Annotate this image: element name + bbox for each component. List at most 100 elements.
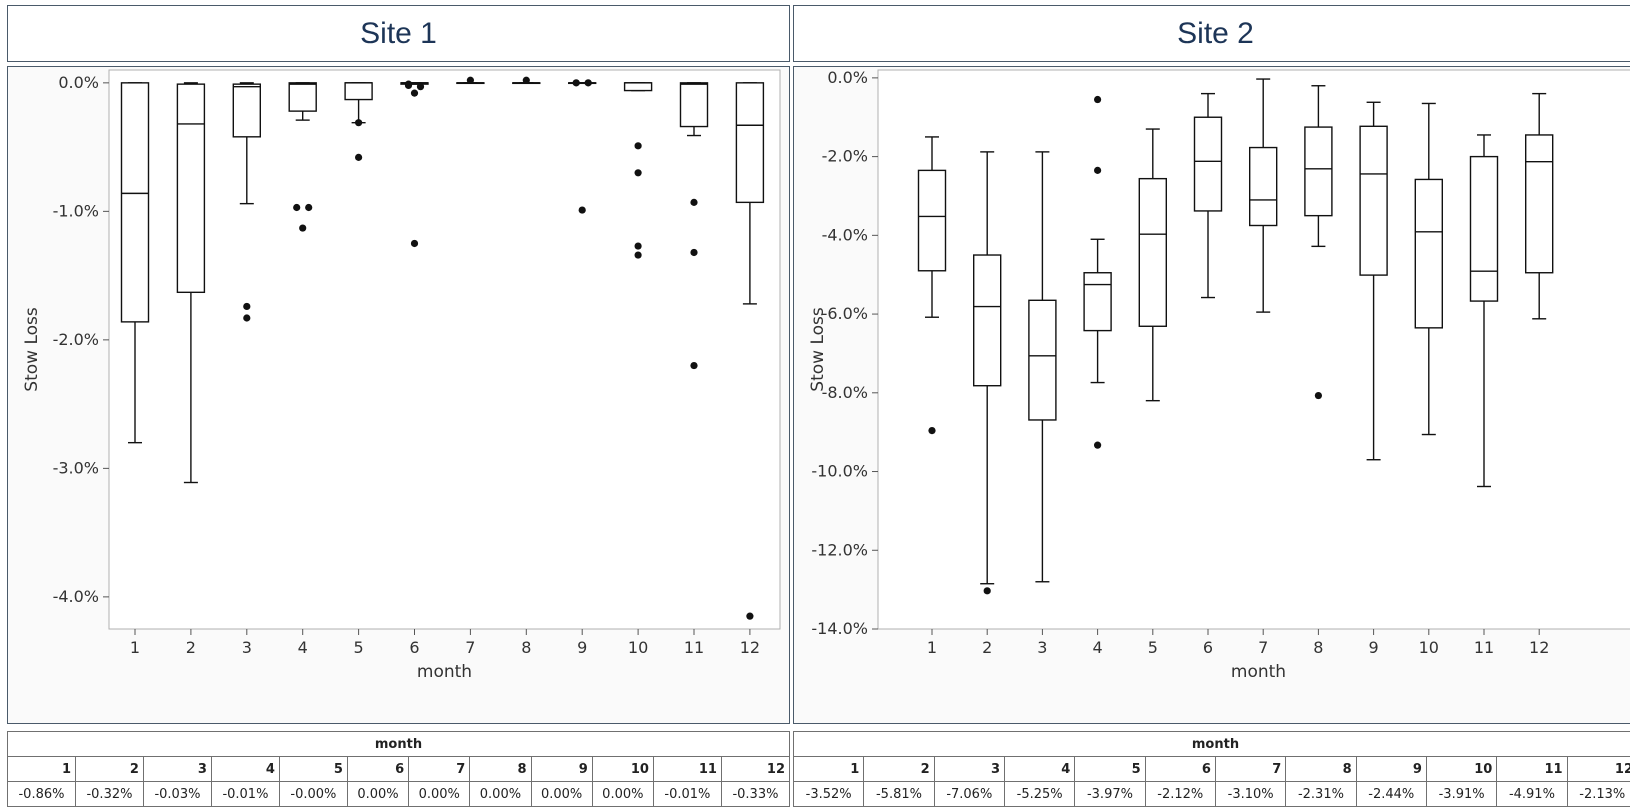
y-tick-label: 0.0%: [827, 68, 868, 87]
iqr-box: [972, 254, 1002, 387]
box-month-10: [623, 82, 653, 259]
median-value-cell: -3.91%: [1425, 781, 1498, 807]
box-month-1: [120, 82, 150, 444]
site2-title: Site 2: [793, 5, 1630, 62]
month-header-cell: 10: [591, 756, 654, 782]
chart-svg-1: 0.0%-1.0%-2.0%-3.0%-4.0%1 2 3 4 5 6 7 8 9 10 11 12m…: [22, 69, 781, 682]
y-tick-label: -4.0%: [822, 225, 868, 244]
site2-chart-frame: 0.0% -2.0% -4.0% -6.0% -8.0% -10.0% -12.0% -14.…: [793, 66, 1630, 724]
iqr-box: [1138, 177, 1167, 327]
month-header-cell: 7: [408, 756, 471, 782]
box-month-6: [400, 80, 429, 248]
outlier-point: [634, 142, 642, 150]
iqr-box: [120, 82, 150, 323]
outlier-point: [410, 239, 419, 248]
outlier-point: [634, 242, 642, 250]
iqr-box: [735, 82, 765, 204]
month-header-cell: 5: [278, 756, 348, 782]
iqr-box: [1249, 146, 1278, 227]
median-value-cell: -2.12%: [1144, 781, 1216, 807]
iqr-box: [176, 83, 206, 294]
outlier-point: [1094, 95, 1102, 104]
month-header-cell: 2: [74, 756, 144, 782]
y-tick-label: -2.0%: [822, 147, 868, 166]
median-value-cell: -0.86%: [7, 781, 76, 807]
x-tick-label: 10: [628, 638, 648, 657]
y-tick-label: 0.0%: [58, 73, 99, 92]
median-value-cell: 0.00%: [591, 781, 654, 807]
iqr-box: [232, 83, 262, 138]
box-month-11: [1469, 134, 1499, 488]
median-value-cell: 0.00%: [469, 781, 532, 807]
box-month-4: [288, 82, 317, 232]
median-value-cell: -0.00%: [278, 781, 348, 807]
month-header-cell: 5: [1074, 756, 1146, 782]
box-month-7: [456, 76, 485, 85]
iqr-box: [1028, 299, 1057, 421]
median-value-cell: -2.44%: [1355, 781, 1427, 807]
y-tick-label: -14.0%: [811, 619, 868, 638]
y-tick-label: -3.0%: [53, 458, 99, 477]
outlier-point: [983, 587, 991, 595]
box-month-5: [1138, 128, 1167, 402]
outlier-point: [1094, 166, 1102, 174]
x-tick-label: 4: [298, 638, 308, 657]
month-header-cell: 6: [1144, 756, 1216, 782]
x-tick-label: 5: [1148, 638, 1158, 657]
iqr-box: [288, 82, 317, 112]
iqr-box: [1469, 155, 1499, 302]
month-header-cell: 11: [652, 756, 722, 782]
y-axis-title: Stow Loss: [22, 307, 42, 392]
outlier-point: [243, 302, 251, 311]
outlier-point: [634, 169, 642, 177]
box-month-12: [735, 82, 765, 620]
outlier-point: [293, 203, 301, 212]
outlier-point: [634, 251, 642, 259]
outlier-point: [466, 76, 474, 84]
month-header-cell: 10: [1425, 756, 1498, 782]
x-axis-title: month: [1231, 662, 1286, 682]
box-month-2: [972, 151, 1002, 595]
month-header-cell: 4: [210, 756, 280, 782]
month-row: 1 2 3 4 5 6 7 8 9 10 11 12: [792, 756, 1630, 782]
month-header-cell: 8: [469, 756, 532, 782]
median-value-cell: -5.81%: [863, 781, 935, 807]
median-value-cell: -7.06%: [933, 781, 1005, 807]
median-value-cell: 0.00%: [346, 781, 410, 807]
month-header-cell: 8: [1285, 756, 1357, 782]
box-month-2: [176, 82, 206, 484]
iqr-box: [623, 82, 653, 92]
median-value-cell: -3.52%: [792, 781, 865, 807]
site2-median-table: month 1 2 3 4 5 6 7 8 9 10 11 12 -3.52% -5.81% -7.06%…: [792, 731, 1630, 807]
outlier-point: [355, 153, 363, 161]
outlier-point: [1314, 391, 1322, 400]
box-month-4: [1083, 95, 1112, 449]
box-month-10: [1414, 102, 1443, 436]
median-value-cell: -4.91%: [1496, 781, 1568, 807]
median-value-cell: -0.32%: [74, 781, 144, 807]
month-header-cell: 3: [142, 756, 212, 782]
month-header-cell: 3: [933, 756, 1005, 782]
x-tick-label: 7: [465, 638, 475, 657]
month-row: 1 2 3 4 5 6 7 8 9 10 11 12: [7, 756, 791, 782]
median-value-cell: -2.31%: [1285, 781, 1357, 807]
value-row: -0.86% -0.32% -0.03% -0.01% -0.00% 0.00% 0.00%…: [7, 781, 791, 807]
x-tick-label: 12: [740, 638, 760, 657]
box-month-3: [1028, 151, 1057, 583]
box-month-9: [568, 79, 597, 214]
iqr-box: [1083, 272, 1112, 332]
outlier-point: [355, 119, 363, 127]
iqr-box: [917, 169, 947, 272]
x-tick-label: 2: [186, 638, 196, 657]
x-tick-label: 12: [1529, 638, 1549, 657]
median-value-cell: -3.97%: [1074, 781, 1146, 807]
month-header-cell: 12: [720, 756, 791, 782]
x-tick-label: 3: [242, 638, 252, 657]
table-header: month: [793, 731, 1630, 757]
iqr-box: [1359, 125, 1388, 276]
median-value-cell: -5.25%: [1003, 781, 1076, 807]
iqr-box: [679, 82, 709, 128]
x-tick-label: 5: [354, 638, 364, 657]
iqr-box: [1525, 134, 1554, 274]
outlier-point: [416, 83, 425, 91]
